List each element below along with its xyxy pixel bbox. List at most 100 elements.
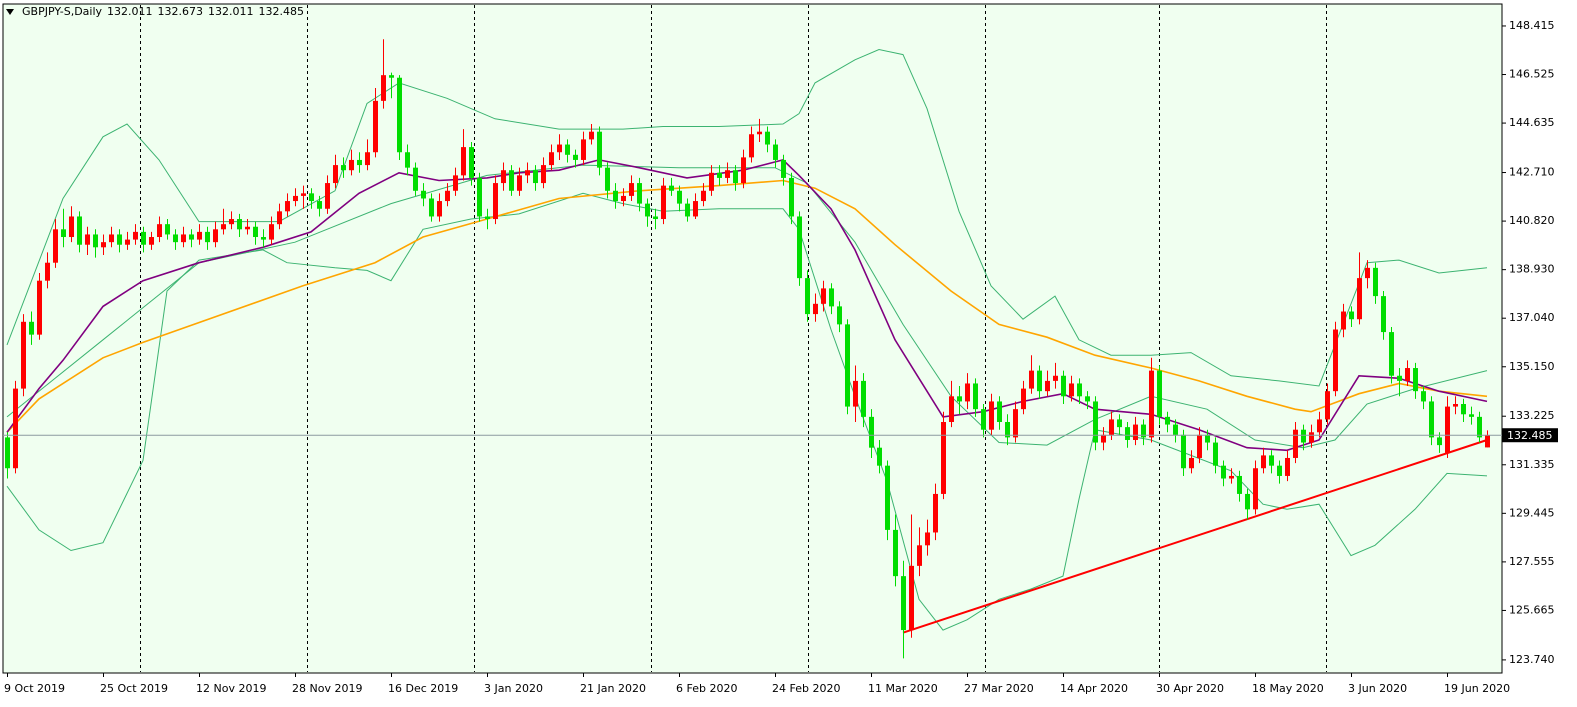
- candle-body: [253, 226, 258, 238]
- candle-body: [413, 167, 418, 191]
- candle-body: [1237, 475, 1242, 494]
- candle-body: [589, 131, 594, 140]
- candle-body: [749, 134, 754, 158]
- candle-body: [45, 262, 50, 281]
- candle-body: [5, 437, 10, 469]
- candle-body: [869, 416, 874, 448]
- candle-body: [1301, 429, 1306, 443]
- candle-body: [845, 324, 850, 407]
- x-tick-label: 11 Mar 2020: [868, 682, 938, 695]
- candle-body: [181, 234, 186, 243]
- candle-body: [205, 231, 210, 243]
- candle-body: [829, 288, 834, 307]
- candle-body: [1453, 404, 1458, 407]
- candle-body: [1381, 296, 1386, 333]
- candle-body: [1197, 434, 1202, 458]
- candle-body: [1133, 424, 1138, 440]
- plot-content: [3, 39, 1502, 659]
- candle-body: [1461, 404, 1466, 415]
- x-tick-label: 9 Oct 2019: [4, 682, 65, 695]
- candle-body: [101, 242, 106, 248]
- candle-body: [1373, 267, 1378, 297]
- menu-triangle[interactable]: [6, 8, 14, 15]
- y-tick-label: 127.555: [1509, 555, 1555, 568]
- x-tick-label: 19 Jun 2020: [1444, 682, 1510, 695]
- candle-body: [549, 152, 554, 166]
- candle-body: [117, 234, 122, 245]
- candle-body: [733, 170, 738, 184]
- candle-body: [797, 216, 802, 279]
- candle-body: [1109, 419, 1114, 435]
- current-price-label: 132.485: [1507, 429, 1553, 442]
- candle-body: [525, 170, 530, 176]
- candle-body: [1245, 493, 1250, 510]
- candle-body: [1261, 455, 1266, 469]
- candle-body: [229, 219, 234, 225]
- candle-body: [1485, 435, 1490, 448]
- candle-body: [1365, 267, 1370, 279]
- x-tick-label: 14 Apr 2020: [1060, 682, 1128, 695]
- candle-body: [613, 190, 618, 202]
- candle-body: [821, 288, 826, 304]
- chart-header: GBPJPY-S,Daily 132.011 132.673 132.011 1…: [6, 5, 304, 18]
- candle-body: [493, 183, 498, 220]
- candle-body: [157, 224, 162, 238]
- candle-body: [1141, 424, 1146, 438]
- x-tick-label: 3 Jun 2020: [1348, 682, 1407, 695]
- candle-body: [1077, 383, 1082, 397]
- candle-body: [893, 529, 898, 577]
- candle-body: [1229, 475, 1234, 479]
- candle-body: [341, 165, 346, 171]
- candle-body: [1157, 370, 1162, 417]
- candle-body: [173, 234, 178, 243]
- candle-body: [421, 190, 426, 199]
- x-tick-label: 3 Jan 2020: [484, 682, 543, 695]
- current-price-box: [1502, 428, 1558, 443]
- x-tick-label: 21 Jan 2020: [580, 682, 646, 695]
- candle-body: [1317, 419, 1322, 433]
- candle-body: [309, 193, 314, 202]
- candle-body: [645, 203, 650, 217]
- candle-body: [221, 224, 226, 230]
- candle-body: [693, 201, 698, 217]
- candle-body: [909, 565, 914, 631]
- candle-body: [485, 216, 490, 220]
- candle-body: [1253, 468, 1258, 510]
- x-tick-label: 28 Nov 2019: [292, 682, 362, 695]
- candle-body: [629, 183, 634, 196]
- candle-body: [957, 396, 962, 402]
- y-tick-label: 142.710: [1509, 166, 1555, 179]
- candle-body: [685, 203, 690, 217]
- candle-body: [637, 183, 642, 204]
- candle-body: [1069, 383, 1074, 397]
- candle-body: [61, 229, 66, 238]
- candle-body: [1429, 401, 1434, 438]
- candle-body: [1189, 457, 1194, 469]
- candle-body: [1277, 465, 1282, 476]
- candle-body: [1389, 332, 1394, 376]
- candle-body: [1205, 434, 1210, 443]
- candle-body: [1285, 457, 1290, 476]
- close-value: 132.485: [258, 5, 305, 18]
- y-tick-label: 137.040: [1509, 311, 1555, 324]
- candle-body: [989, 401, 994, 430]
- x-tick-label: 24 Feb 2020: [772, 682, 840, 695]
- candle-body: [789, 177, 794, 217]
- candle-body: [293, 195, 298, 202]
- y-tick-label: 148.415: [1509, 19, 1555, 32]
- candle-body: [885, 465, 890, 530]
- candle-body: [565, 144, 570, 155]
- candle-body: [669, 185, 674, 191]
- candle-body: [397, 77, 402, 153]
- x-tick-label: 6 Feb 2020: [676, 682, 737, 695]
- candle-body: [877, 447, 882, 466]
- y-tick-label: 131.335: [1509, 458, 1555, 471]
- candle-body: [1005, 421, 1010, 438]
- y-tick-label: 123.740: [1509, 653, 1555, 666]
- candle-body: [1437, 437, 1442, 446]
- trend-line: [902, 439, 1488, 634]
- candle-body: [781, 159, 786, 178]
- candle-body: [597, 131, 602, 168]
- candle-body: [677, 190, 682, 204]
